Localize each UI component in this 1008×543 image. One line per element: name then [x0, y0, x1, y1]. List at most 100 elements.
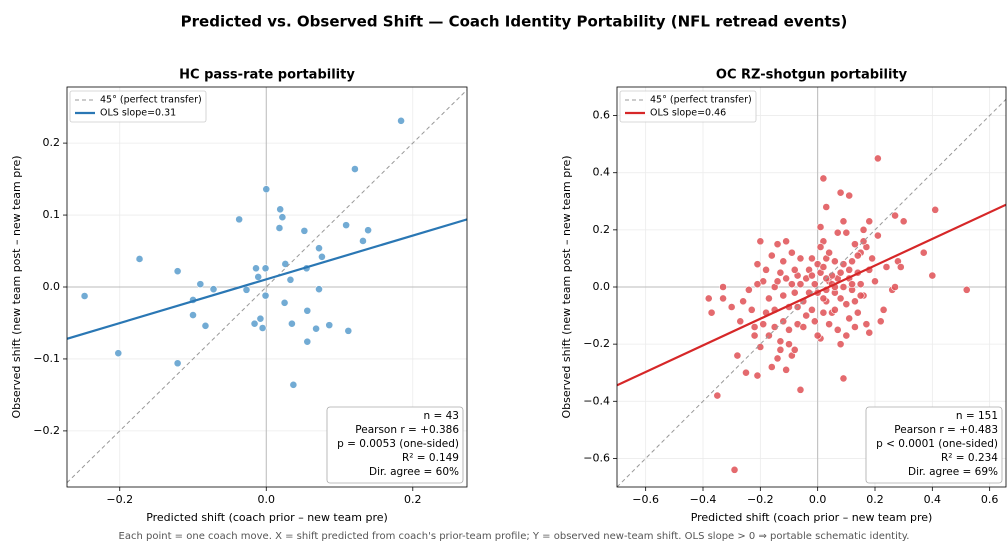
point: [261, 264, 270, 273]
point: [351, 165, 359, 173]
point: [281, 260, 290, 268]
point: [114, 349, 123, 358]
point: [747, 305, 756, 314]
point: [173, 359, 182, 368]
point: [853, 308, 862, 317]
point: [962, 285, 971, 294]
x-tick-label: 0.2: [866, 493, 884, 506]
point: [773, 240, 782, 249]
x-tick-label: −0.2: [106, 493, 133, 506]
point: [830, 257, 839, 266]
point: [189, 311, 197, 319]
point: [833, 228, 842, 237]
x-tick-label: 0.2: [404, 493, 422, 506]
point: [842, 331, 851, 340]
axes-frame: [66, 86, 468, 488]
point: [776, 337, 785, 346]
point: [868, 254, 877, 263]
point: [785, 325, 793, 334]
point: [848, 280, 856, 289]
point: [753, 371, 762, 380]
point: [836, 188, 845, 197]
point: [750, 323, 759, 331]
point: [80, 292, 89, 300]
point: [848, 257, 856, 266]
reference-line: [67, 89, 467, 484]
point: [845, 265, 854, 274]
point: [839, 217, 848, 226]
point: [235, 215, 244, 224]
point: [733, 351, 742, 360]
point: [753, 260, 762, 269]
point: [262, 185, 271, 194]
point: [825, 320, 834, 329]
caption: Each point = one coach move. X = shift p…: [119, 531, 910, 542]
point: [873, 154, 882, 163]
point: [785, 340, 793, 349]
point: [770, 323, 779, 331]
point: [819, 294, 828, 303]
point: [765, 294, 773, 303]
legend-label: OLS slope=0.46: [650, 108, 726, 119]
point: [819, 263, 828, 271]
point: [256, 314, 265, 323]
point: [739, 297, 748, 306]
point: [796, 280, 805, 289]
point: [782, 237, 791, 246]
point: [876, 317, 885, 326]
point: [707, 308, 716, 317]
axes-title: OC RZ-shotgun portability: [716, 68, 908, 83]
point: [776, 345, 785, 354]
y-axis-label: Observed shift (new team post – new team…: [10, 155, 23, 418]
point: [830, 305, 839, 314]
point: [776, 268, 785, 277]
point: [862, 320, 871, 329]
point: [810, 280, 819, 289]
point: [931, 205, 940, 214]
point: [359, 237, 367, 245]
point: [851, 240, 859, 249]
point: [719, 283, 727, 291]
point: [252, 264, 260, 273]
point: [289, 380, 298, 389]
legend-label: 45° (perfect transfer): [100, 95, 202, 106]
axes-frame: [616, 86, 1007, 488]
x-axis-label: Predicted shift (coach prior – new team …: [146, 511, 388, 524]
point: [842, 300, 851, 309]
point: [713, 391, 722, 400]
x-tick-label: −0.6: [632, 493, 659, 506]
stats-box: [326, 406, 464, 484]
point: [782, 365, 791, 374]
point: [773, 354, 782, 363]
y-tick-label: 0.2: [593, 223, 611, 236]
point: [278, 213, 287, 222]
axes-title: HC pass-rate portability: [179, 68, 355, 83]
point: [303, 337, 312, 346]
point: [856, 291, 865, 300]
y-tick-label: −0.1: [33, 352, 60, 365]
plot-content: [617, 98, 1006, 487]
point: [856, 280, 865, 289]
point: [928, 271, 937, 280]
point: [845, 191, 854, 200]
point: [819, 174, 828, 183]
stats-text: Dir. agree = 60%: [369, 466, 459, 478]
legend-box: [69, 90, 207, 123]
point: [719, 294, 727, 303]
point: [315, 285, 323, 294]
point: [773, 277, 782, 286]
point: [261, 291, 270, 300]
y-tick-label: 0.2: [43, 136, 61, 149]
point: [767, 363, 776, 371]
point: [318, 252, 326, 261]
legend-label: OLS slope=0.31: [100, 108, 176, 119]
stats-text: n = 151: [956, 410, 998, 422]
point: [839, 374, 848, 383]
point: [196, 280, 205, 289]
fit-line: [617, 203, 1006, 387]
point: [796, 254, 805, 263]
stats-text: R² = 0.149: [402, 452, 459, 464]
point: [288, 319, 296, 328]
point: [808, 254, 816, 263]
point: [275, 224, 284, 232]
